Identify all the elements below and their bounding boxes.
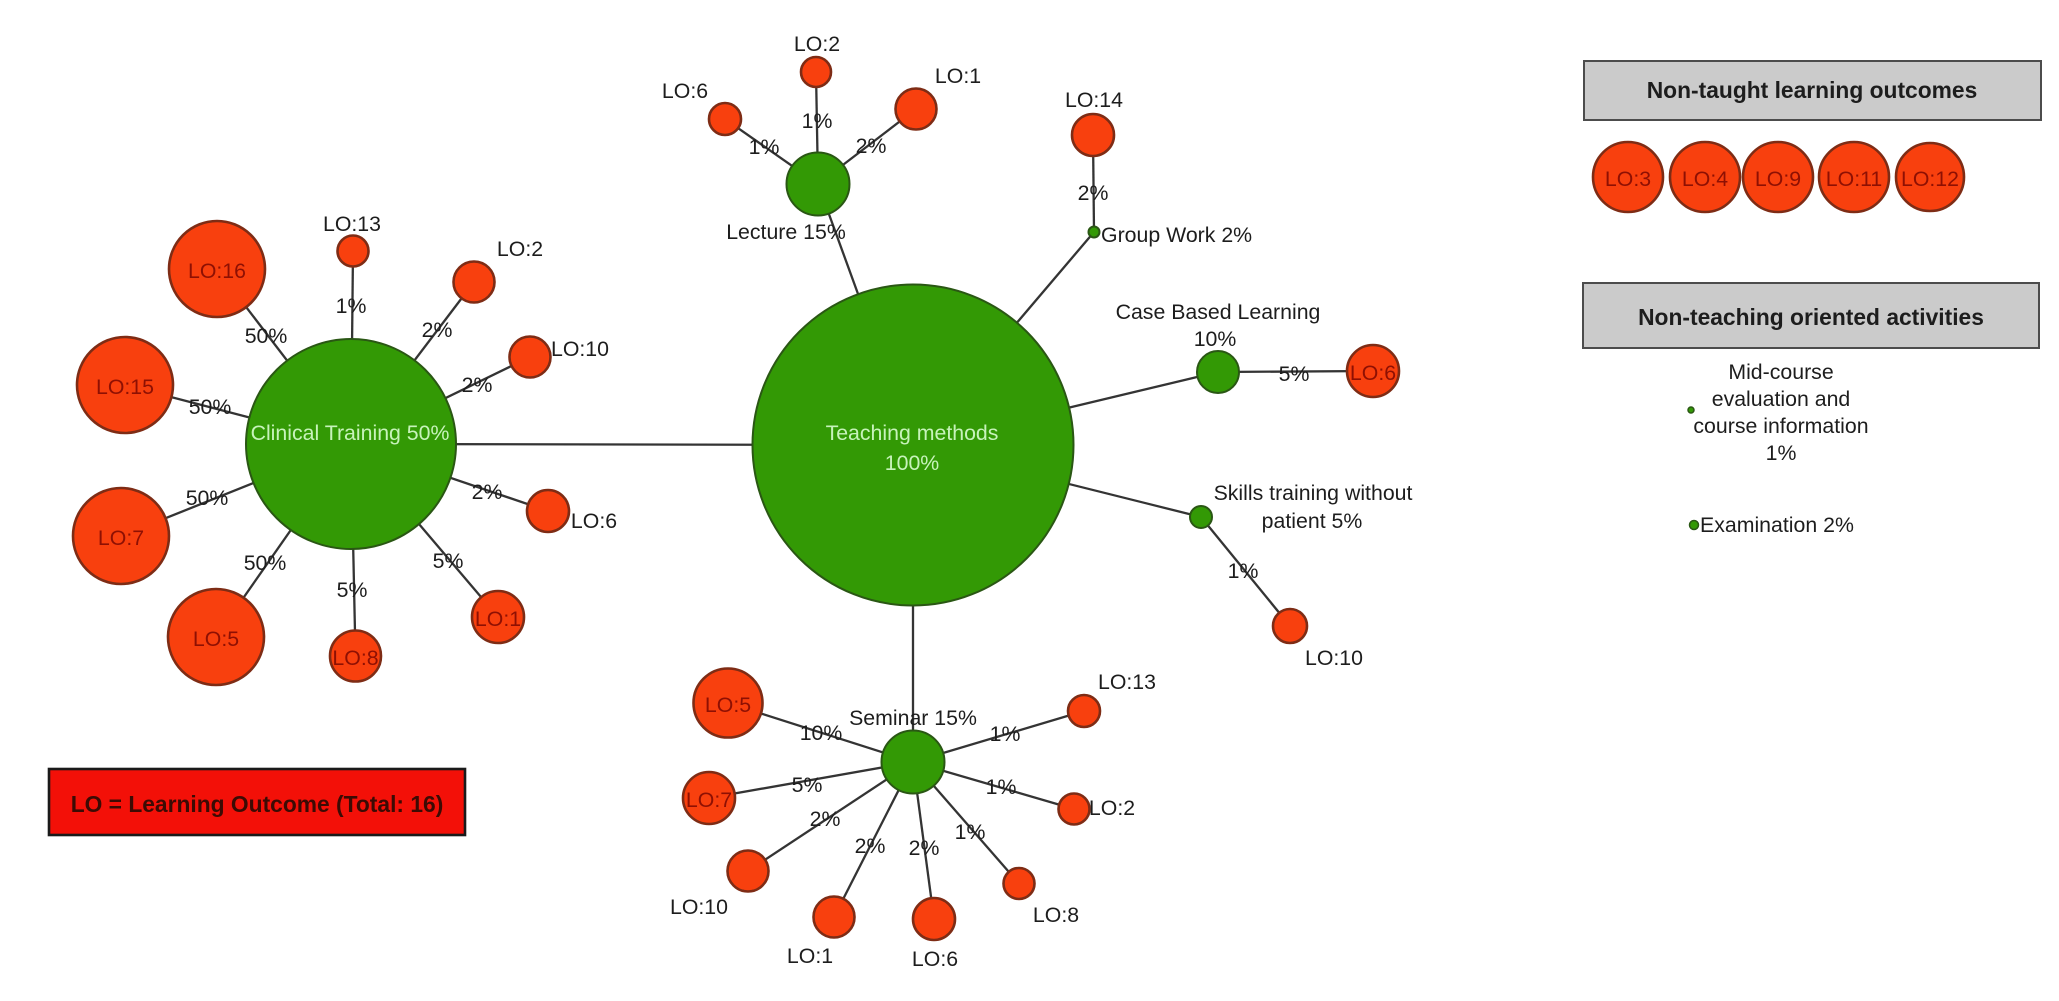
svg-text:Skills training without: Skills training without	[1214, 481, 1413, 505]
svg-text:LO:1: LO:1	[935, 64, 981, 88]
svg-text:Teaching methods: Teaching methods	[826, 421, 999, 445]
svg-text:2%: 2%	[810, 807, 841, 831]
svg-text:LO:6: LO:6	[662, 79, 708, 103]
svg-text:LO:14: LO:14	[1065, 88, 1123, 112]
svg-text:1%: 1%	[802, 109, 833, 133]
svg-text:1%: 1%	[1766, 441, 1797, 465]
svg-text:LO = Learning Outcome (Total:: LO = Learning Outcome (Total: 16)	[71, 791, 444, 817]
svg-text:LO:6: LO:6	[912, 947, 958, 971]
svg-text:1%: 1%	[990, 722, 1021, 746]
svg-text:LO:7: LO:7	[98, 526, 144, 550]
svg-text:LO:9: LO:9	[1755, 167, 1801, 191]
svg-text:LO:10: LO:10	[1305, 646, 1363, 670]
svg-text:LO:5: LO:5	[193, 627, 239, 651]
svg-text:5%: 5%	[337, 578, 368, 602]
svg-text:LO:4: LO:4	[1682, 167, 1728, 191]
svg-text:LO:8: LO:8	[332, 646, 378, 670]
svg-text:LO:12: LO:12	[1901, 167, 1959, 191]
svg-text:1%: 1%	[986, 775, 1017, 799]
svg-text:50%: 50%	[245, 324, 288, 348]
svg-text:1%: 1%	[1228, 559, 1259, 583]
svg-text:Non-teaching oriented activiti: Non-teaching oriented activities	[1638, 304, 1984, 330]
svg-text:LO:2: LO:2	[1089, 796, 1135, 820]
svg-text:LO:13: LO:13	[1098, 670, 1156, 694]
svg-text:5%: 5%	[433, 549, 464, 573]
svg-text:1%: 1%	[749, 135, 780, 159]
svg-text:50%: 50%	[186, 486, 229, 510]
svg-text:10%: 10%	[1194, 327, 1237, 351]
svg-text:1%: 1%	[955, 820, 986, 844]
svg-text:5%: 5%	[792, 773, 823, 797]
svg-text:course information: course information	[1693, 414, 1868, 438]
svg-text:50%: 50%	[189, 395, 232, 419]
svg-text:2%: 2%	[1078, 181, 1109, 205]
svg-text:LO:8: LO:8	[1033, 903, 1079, 927]
svg-text:Examination 2%: Examination 2%	[1700, 513, 1854, 537]
svg-text:evaluation and: evaluation and	[1712, 387, 1851, 411]
svg-text:LO:5: LO:5	[705, 693, 751, 717]
svg-text:2%: 2%	[422, 318, 453, 342]
svg-text:patient 5%: patient 5%	[1262, 509, 1363, 533]
svg-text:Case Based Learning: Case Based Learning	[1116, 300, 1321, 324]
svg-text:5%: 5%	[1279, 362, 1310, 386]
svg-text:2%: 2%	[856, 134, 887, 158]
svg-text:50%: 50%	[244, 551, 287, 575]
svg-text:Lecture 15%: Lecture 15%	[726, 220, 846, 244]
svg-text:Group Work 2%: Group Work 2%	[1101, 223, 1252, 247]
svg-text:Non-taught learning outcomes: Non-taught learning outcomes	[1647, 77, 1978, 103]
svg-text:LO:2: LO:2	[794, 32, 840, 56]
svg-text:LO:10: LO:10	[551, 337, 609, 361]
svg-text:LO:16: LO:16	[188, 259, 246, 283]
svg-text:LO:13: LO:13	[323, 212, 381, 236]
svg-text:2%: 2%	[462, 373, 493, 397]
svg-text:LO:6: LO:6	[1350, 361, 1396, 385]
svg-text:Clinical Training 50%: Clinical Training 50%	[251, 421, 450, 445]
svg-text:2%: 2%	[909, 836, 940, 860]
svg-text:LO:11: LO:11	[1826, 167, 1882, 191]
svg-text:LO:15: LO:15	[96, 375, 154, 399]
svg-text:2%: 2%	[855, 834, 886, 858]
svg-text:LO:6: LO:6	[571, 509, 617, 533]
svg-text:LO:3: LO:3	[1605, 167, 1651, 191]
svg-text:LO:10: LO:10	[670, 895, 728, 919]
svg-text:1%: 1%	[336, 294, 367, 318]
svg-text:Mid-course: Mid-course	[1728, 360, 1833, 384]
svg-text:LO:2: LO:2	[497, 237, 543, 261]
svg-text:2%: 2%	[472, 480, 503, 504]
svg-text:10%: 10%	[800, 721, 843, 745]
svg-text:LO:1: LO:1	[787, 944, 833, 968]
svg-text:100%: 100%	[885, 451, 940, 475]
svg-text:LO:7: LO:7	[686, 788, 732, 812]
svg-text:Seminar 15%: Seminar 15%	[849, 706, 977, 730]
svg-text:LO:1: LO:1	[475, 607, 521, 631]
